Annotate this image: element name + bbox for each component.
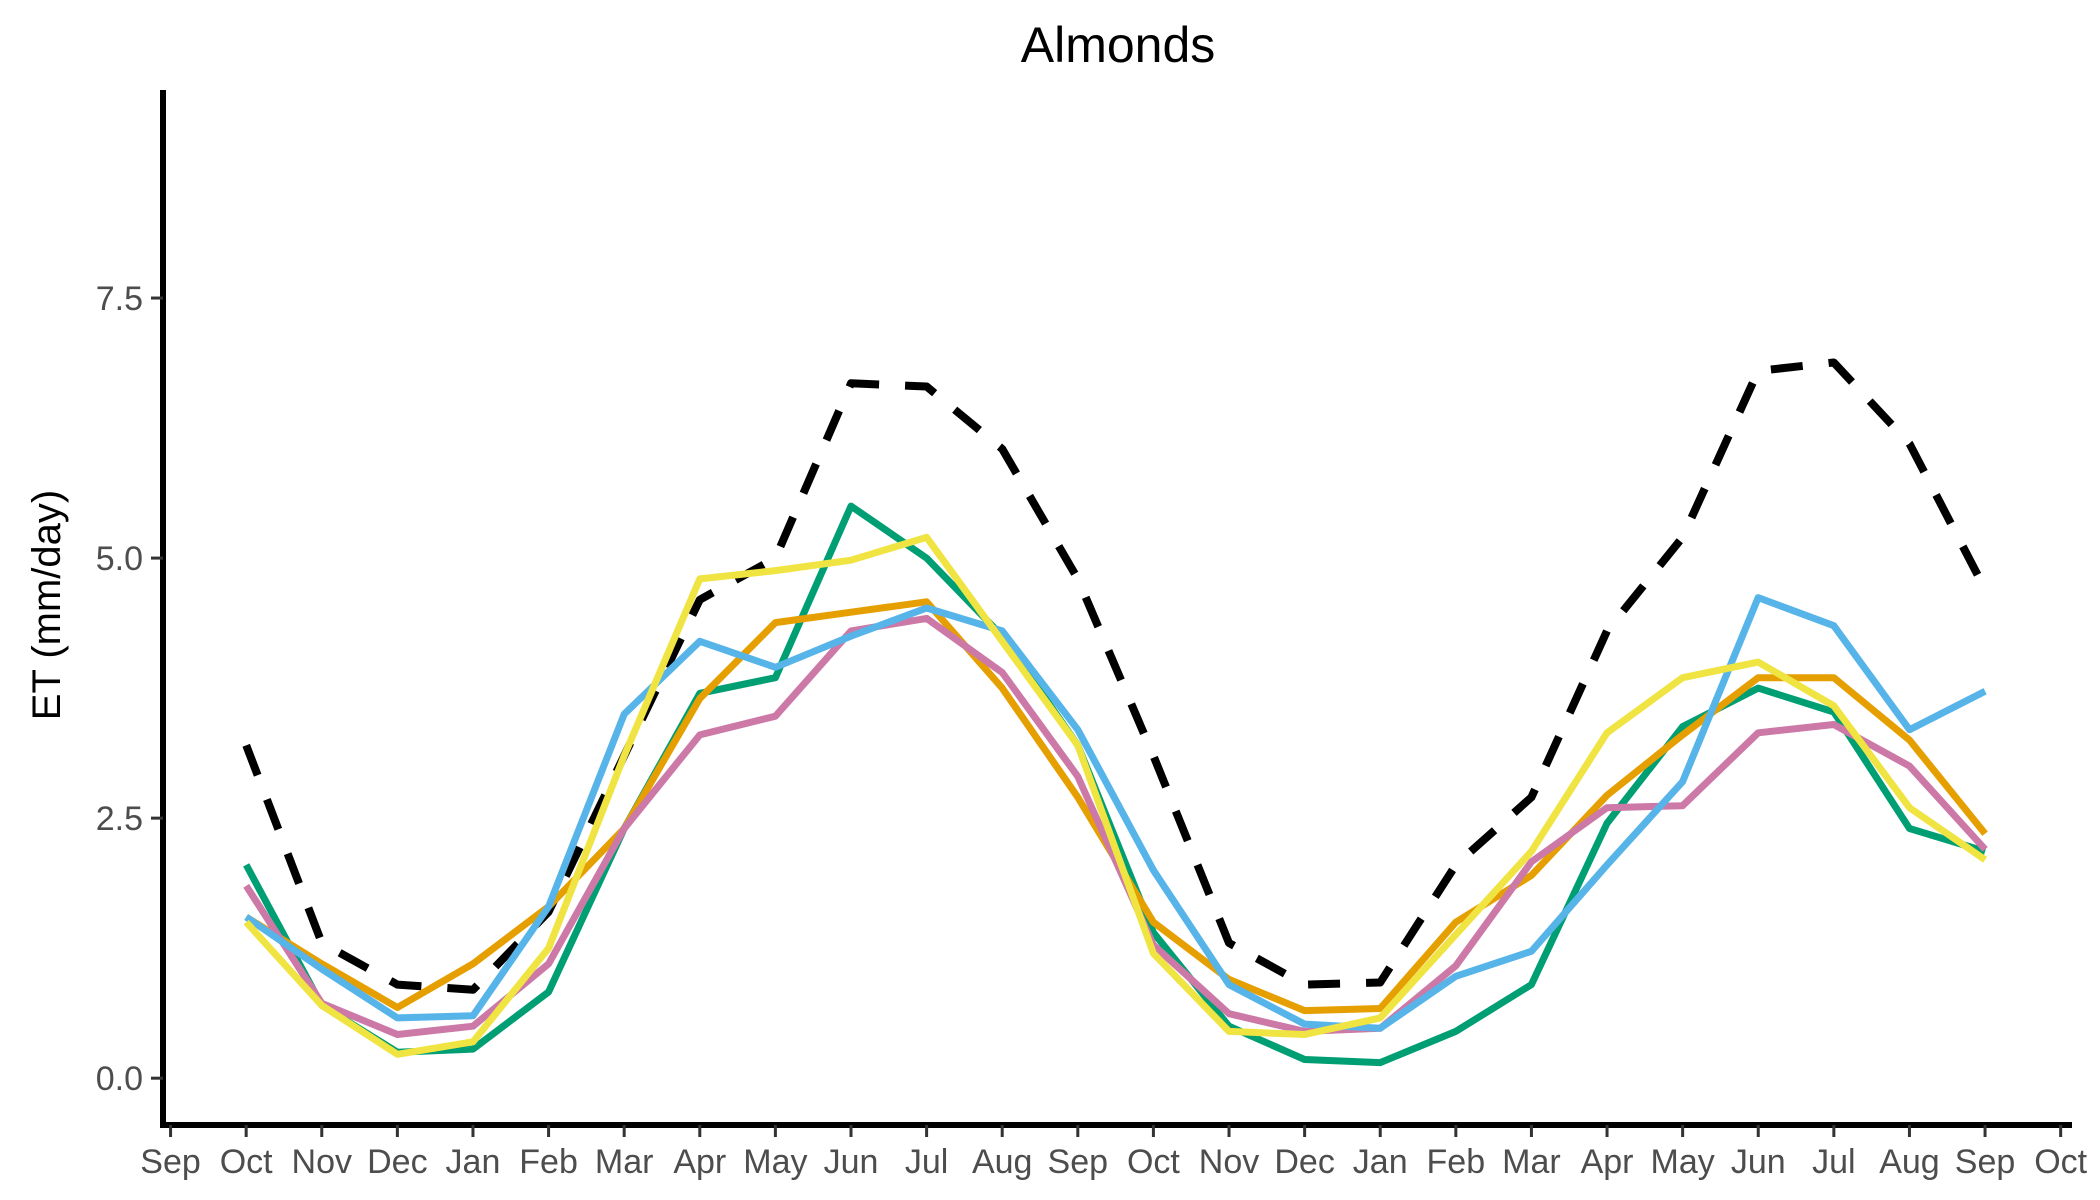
- x-tick-label: Aug: [972, 1143, 1033, 1181]
- x-tick-label: Feb: [519, 1143, 578, 1181]
- y-axis-label: ET (mm/day): [25, 490, 69, 720]
- y-tick-label: 7.5: [96, 280, 143, 318]
- x-tick-label: Jan: [1353, 1143, 1408, 1181]
- x-tick-label: Apr: [1581, 1143, 1634, 1181]
- y-ticks: 0.0 2.5 5.0 7.5: [96, 280, 163, 1098]
- series-line-5: [244, 594, 1987, 1032]
- y-tick-label: 5.0: [96, 540, 143, 578]
- x-tick-label: Jan: [446, 1143, 501, 1181]
- x-tick-label: Sep: [140, 1143, 201, 1181]
- x-tick-label: Apr: [673, 1143, 726, 1181]
- x-tick-label: Nov: [1199, 1143, 1259, 1181]
- x-tick-label: Oct: [2034, 1143, 2087, 1181]
- x-tick-label: Dec: [367, 1143, 427, 1181]
- x-tick-label: Aug: [1879, 1143, 1940, 1181]
- x-tick-label: Sep: [1048, 1143, 1109, 1181]
- x-tick-label: Jul: [1812, 1143, 1855, 1181]
- x-tick-label: May: [1651, 1143, 1715, 1181]
- x-tick-label: Dec: [1274, 1143, 1334, 1181]
- x-ticks: Sep Oct Nov Dec Jan Feb Mar Apr May Jun Jul Aug Sep O…: [140, 1125, 2088, 1181]
- x-tick-label: Oct: [1127, 1143, 1180, 1181]
- series-line-4: [243, 614, 1988, 1038]
- x-tick-label: Mar: [595, 1143, 654, 1181]
- x-tick-label: Nov: [292, 1143, 352, 1181]
- x-tick-label: May: [743, 1143, 807, 1181]
- x-tick-label: Jul: [905, 1143, 948, 1181]
- chart-title: Almonds: [1021, 17, 1216, 73]
- series-line-2: [243, 502, 1987, 1067]
- x-tick-label: Sep: [1955, 1143, 2016, 1181]
- x-tick-label: Mar: [1502, 1143, 1561, 1181]
- x-tick-label: Feb: [1427, 1143, 1486, 1181]
- y-tick-label: 0.0: [96, 1060, 143, 1098]
- axes: [160, 90, 2072, 1128]
- y-tick-label: 2.5: [96, 800, 143, 838]
- plot-lines: [242, 358, 1989, 1067]
- x-tick-label: Jun: [1731, 1143, 1786, 1181]
- series-line-6: [243, 533, 1988, 1058]
- x-tick-label: Jun: [824, 1143, 879, 1181]
- x-tick-label: Oct: [220, 1143, 273, 1181]
